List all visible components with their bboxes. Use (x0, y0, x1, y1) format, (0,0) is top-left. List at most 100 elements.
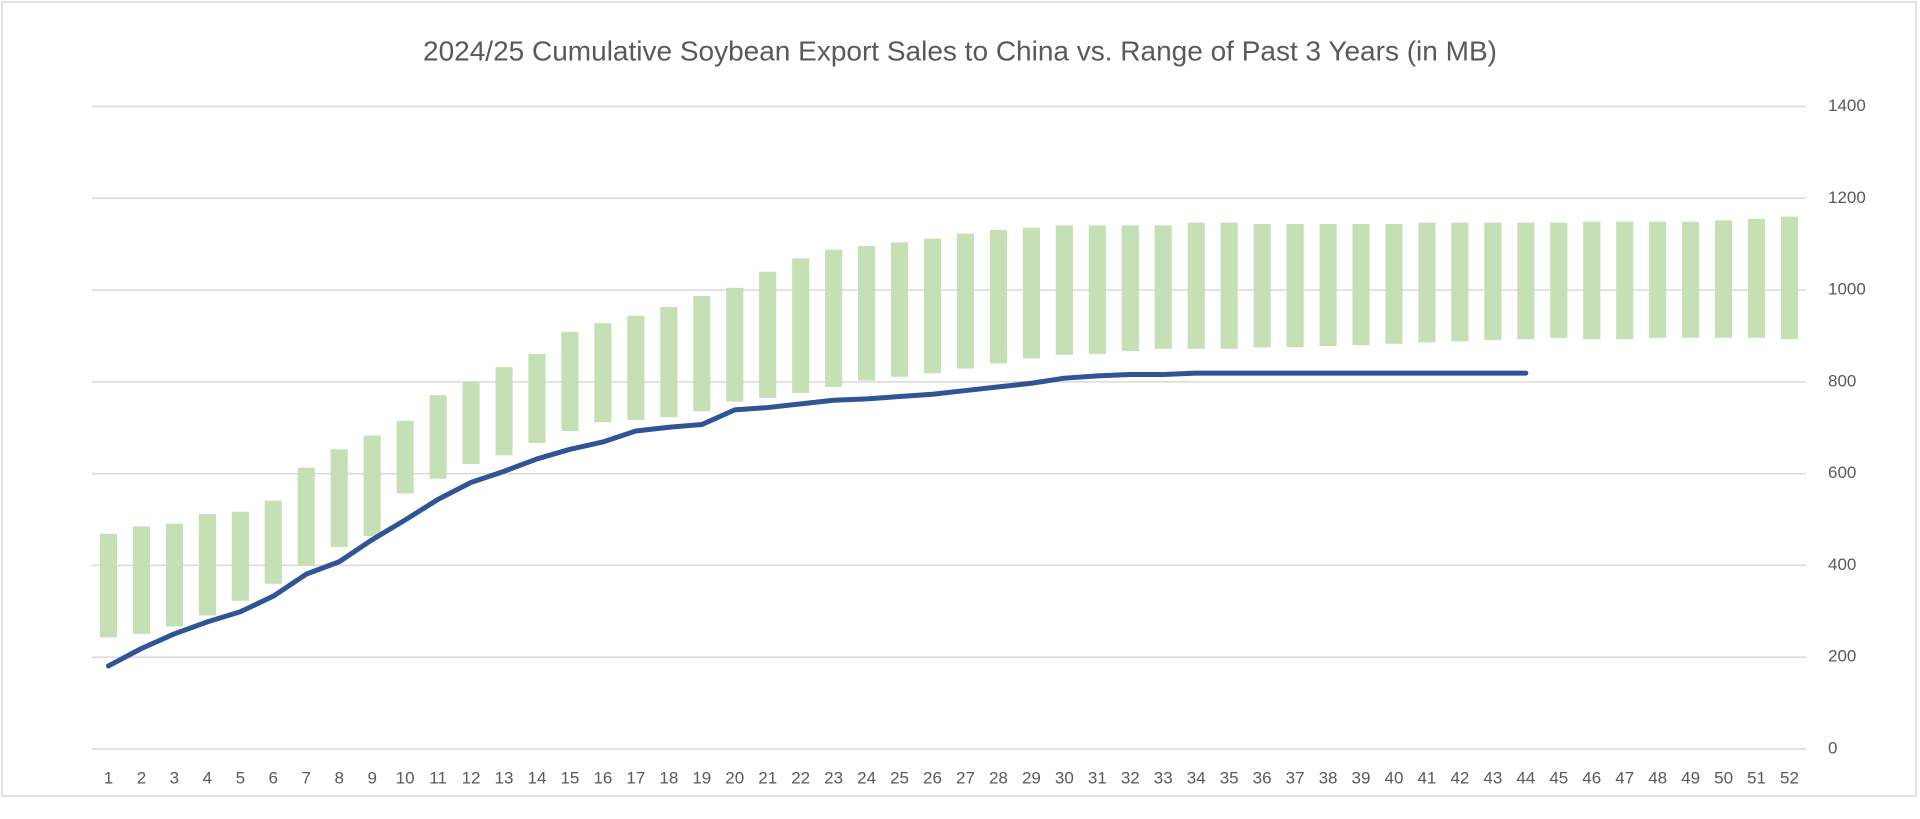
range-bar (99, 533, 118, 638)
range-bar (1682, 221, 1700, 338)
x-tick-label: 12 (462, 768, 481, 787)
x-tick-label: 26 (923, 768, 942, 787)
range-bar (528, 353, 546, 443)
x-tick-label: 31 (1088, 768, 1107, 787)
x-tick-label: 21 (758, 768, 777, 787)
x-tick-label: 2 (137, 768, 146, 787)
range-bar (1220, 222, 1238, 349)
x-tick-label: 45 (1549, 768, 1568, 787)
x-tick-label: 5 (236, 768, 245, 787)
x-tick-label: 25 (890, 768, 909, 787)
x-tick-label: 48 (1648, 768, 1667, 787)
y-tick-label: 1200 (1828, 188, 1866, 207)
x-tick-label: 46 (1582, 768, 1601, 787)
x-tick-label: 39 (1352, 768, 1371, 787)
x-tick-label: 50 (1714, 768, 1733, 787)
x-tick-label: 1 (104, 768, 113, 787)
range-bar (198, 514, 216, 616)
x-tick-label: 40 (1385, 768, 1404, 787)
x-tick-label: 14 (528, 768, 547, 787)
range-bar (825, 249, 843, 387)
range-bar (396, 420, 414, 494)
x-tick-label: 52 (1780, 768, 1799, 787)
line (105, 370, 1529, 669)
range-bar (1253, 223, 1271, 348)
x-tick-label: 30 (1055, 768, 1074, 787)
x-tick-label: 34 (1187, 768, 1206, 787)
x-tick-label: 29 (1022, 768, 1041, 787)
y-tick-label: 1400 (1828, 96, 1866, 115)
range-bar (1385, 223, 1403, 344)
x-tick-label: 51 (1747, 768, 1766, 787)
range-bar (1154, 225, 1172, 349)
chart-border (1, 1, 1917, 797)
range-bar (1319, 223, 1337, 347)
y-tick-label: 400 (1828, 555, 1856, 574)
range-bar (462, 381, 480, 465)
x-tick-label: 22 (791, 768, 810, 787)
x-tick-label: 10 (396, 768, 415, 787)
x-tick-label: 3 (170, 768, 179, 787)
range-bar (627, 315, 645, 420)
x-tick-label: 16 (593, 768, 612, 787)
range-bar (989, 229, 1008, 364)
range-bar (330, 449, 348, 548)
range-bar (1352, 223, 1370, 346)
range-bar (1780, 216, 1799, 340)
range-bar (1583, 221, 1601, 340)
range-bar (1747, 218, 1766, 338)
range-bar (1121, 225, 1139, 352)
x-tick-label: 20 (725, 768, 744, 787)
range-bar (1451, 222, 1469, 342)
range-bar (660, 307, 678, 418)
x-tick-label: 17 (626, 768, 645, 787)
range-bar (165, 523, 183, 627)
x-tick-label: 23 (824, 768, 843, 787)
range-bar (1649, 221, 1667, 338)
x-tick-label: 35 (1220, 768, 1239, 787)
range-bar (297, 467, 315, 566)
range-bar (561, 331, 579, 431)
x-tick-label: 37 (1286, 768, 1305, 787)
x-tick-label: 42 (1450, 768, 1469, 787)
range-bar (231, 511, 249, 601)
x-tick-label: 6 (269, 768, 278, 787)
x-tick-label: 47 (1615, 768, 1634, 787)
y-tick-label: 600 (1828, 463, 1856, 482)
range-bar (792, 258, 810, 393)
range-bar (264, 500, 282, 584)
range-bar (858, 246, 876, 381)
range-bar (1187, 222, 1205, 349)
y-tick-label: 200 (1828, 647, 1856, 666)
range-bar (1286, 223, 1304, 347)
range-bar (1715, 220, 1733, 338)
x-tick-label: 27 (956, 768, 975, 787)
range-bar (923, 238, 942, 374)
x-tick-label: 18 (659, 768, 678, 787)
range-bar (1484, 222, 1502, 341)
x-tick-label: 8 (334, 768, 343, 787)
range-bar (1616, 221, 1634, 340)
range-bar (1550, 222, 1568, 338)
x-tick-label: 44 (1516, 768, 1535, 787)
x-tick-label: 28 (989, 768, 1008, 787)
range-bar (1022, 227, 1040, 359)
range-bar (132, 526, 151, 634)
range-bar (1088, 225, 1106, 354)
y-tick-label: 0 (1828, 738, 1837, 757)
x-tick-label: 7 (302, 768, 311, 787)
x-tick-label: 4 (203, 768, 212, 787)
x-tick-label: 13 (495, 768, 514, 787)
y-tick-label: 1000 (1828, 280, 1866, 299)
range-bar (726, 287, 744, 402)
range-bar (890, 242, 909, 377)
range-bar (363, 435, 381, 537)
x-tick-label: 9 (367, 768, 376, 787)
range-bar (693, 296, 711, 412)
range-bar (956, 233, 975, 369)
x-tick-label: 19 (692, 768, 711, 787)
range-bar (495, 367, 513, 456)
chart-title: 2024/25 Cumulative Soybean Export Sales … (423, 35, 1497, 66)
